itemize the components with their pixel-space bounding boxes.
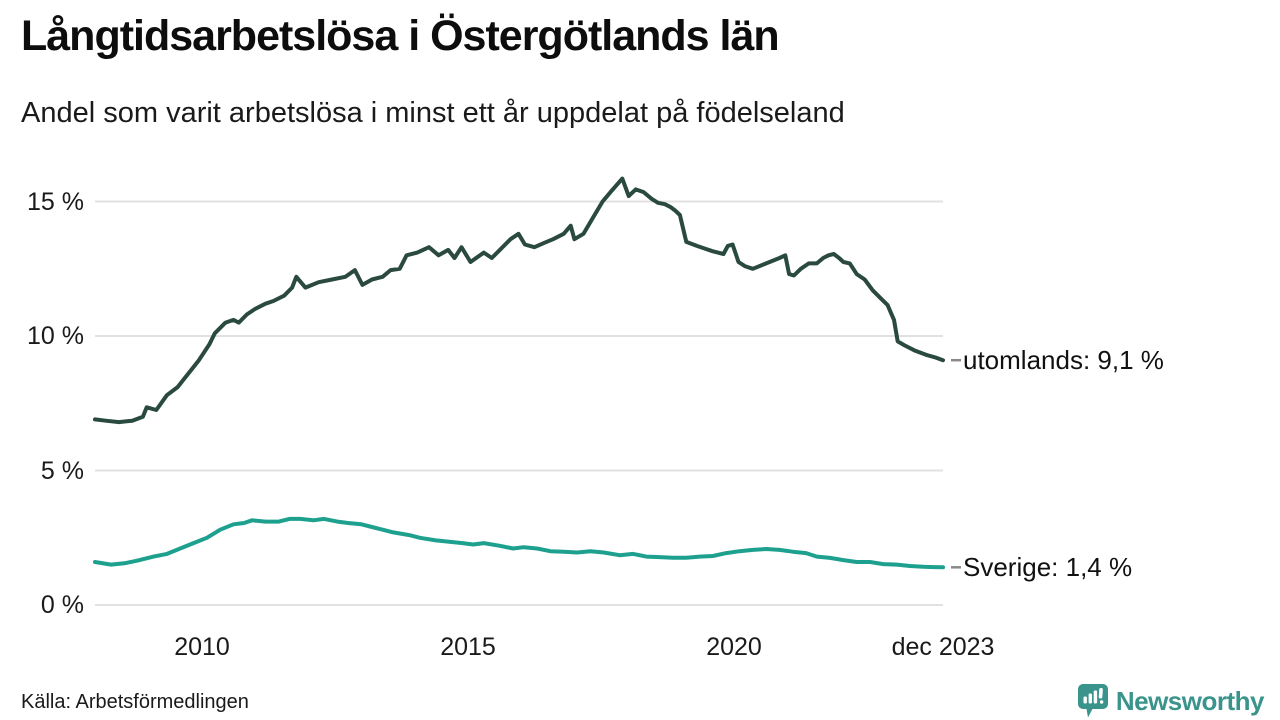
y-axis-tick-label: 10 % (27, 322, 84, 350)
series-line-utomlands (93, 176, 945, 425)
y-axis-tick-label: 5 % (40, 456, 84, 485)
y-axis-tick-label: 0 % (40, 591, 84, 619)
y-axis-tick-label: 15 % (27, 187, 84, 216)
x-axis-tick-label: 2015 (440, 633, 496, 661)
newsworthy-wordmark: Newsworthy (1115, 686, 1265, 716)
page-subtitle: Andel som varit arbetslösa i minst ett å… (21, 97, 845, 129)
newsworthy-logo-icon (1077, 683, 1109, 720)
source-note: Källa: Arbetsförmedlingen (21, 691, 249, 713)
x-axis-tick-label: dec 2023 (891, 633, 995, 661)
end-label-sverige: Sverige: 1,4 % (963, 552, 1133, 583)
newsworthy-brand: Newsworthy (1077, 683, 1265, 720)
end-label-utomlands: utomlands: 9,1 % (963, 345, 1164, 376)
series-line-sverige (93, 516, 945, 570)
page-title: Långtidsarbetslösa i Östergötlands län (21, 12, 780, 60)
x-axis-tick-label: 2010 (174, 633, 230, 661)
x-axis-tick-label: 2020 (706, 633, 762, 661)
